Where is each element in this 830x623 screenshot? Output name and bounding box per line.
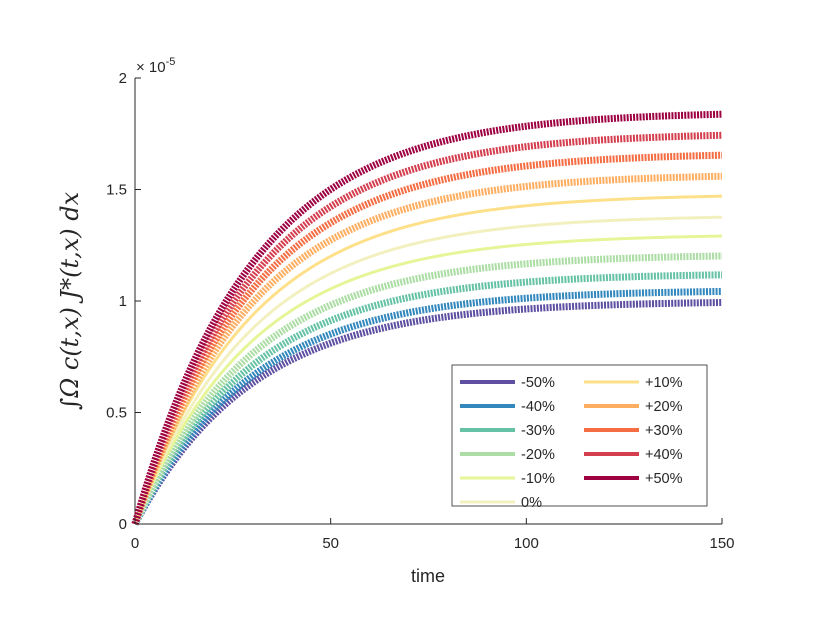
legend-label: +10% (645, 375, 683, 391)
legend-label: -20% (521, 447, 555, 463)
legend-label: +40% (645, 447, 683, 463)
series-line-0pct (133, 215, 723, 525)
legend-label: +20% (645, 399, 683, 415)
series-line-minus10pct (133, 234, 723, 525)
y-tick-label: 2 (119, 70, 127, 87)
series-line-minus40pct (131, 287, 724, 526)
series-line-plus40pct (131, 131, 724, 526)
series-line-minus50pct (131, 299, 724, 526)
legend-label: -40% (521, 399, 555, 415)
series-line-plus20pct (131, 172, 724, 526)
x-tick-label: 150 (709, 535, 734, 552)
y-tick-label: 1.5 (106, 182, 127, 199)
x-tick-label: 50 (322, 535, 339, 552)
x-tick-label: 100 (514, 535, 539, 552)
legend-label: -10% (521, 471, 555, 487)
legend-label: +30% (645, 423, 683, 439)
legend: -50% -40% -30% -20% -10% 0% +10% +20% +30% +40% +5… (451, 364, 708, 511)
legend-label: -50% (521, 375, 555, 391)
series-line-minus20pct (131, 252, 724, 526)
x-axis-label: time (411, 566, 445, 586)
legend-label: +50% (645, 471, 683, 487)
series-layer (131, 110, 724, 526)
series-line-plus50pct (131, 110, 724, 525)
y-tick-label: 0.5 (106, 405, 127, 422)
series-line-minus30pct (131, 271, 724, 526)
series-line-plus30pct (131, 151, 724, 526)
x-tick-label: 0 (131, 535, 139, 552)
y-exponent-label: × 10-5 (136, 56, 175, 76)
series-line-plus10pct (133, 194, 723, 525)
legend-label: -30% (521, 423, 555, 439)
y-tick-label: 1 (119, 293, 127, 310)
ticks-layer: 0 50 100 150 0 0.5 1 1.5 2 (106, 70, 734, 552)
y-axis-label: ∫Ω c(t,x) J*(t,x) dx (56, 191, 84, 410)
legend-box (451, 364, 708, 507)
legend-label: 0% (521, 495, 542, 511)
y-tick-label: 0 (119, 516, 127, 533)
